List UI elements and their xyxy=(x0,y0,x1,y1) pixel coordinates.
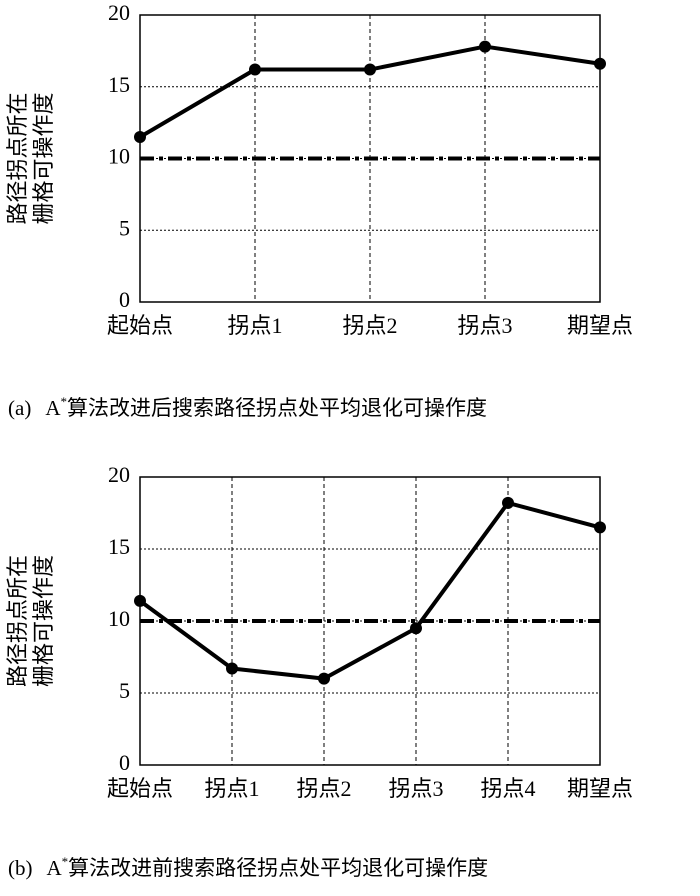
y-axis-label-line: 路径拐点所在 xyxy=(5,92,30,224)
x-tick-label: 起始点 xyxy=(107,313,173,338)
caption-label: (a) xyxy=(8,396,31,420)
x-tick-label: 起始点 xyxy=(107,776,173,801)
y-tick-label: 5 xyxy=(119,678,130,703)
data-point xyxy=(479,40,491,53)
data-point xyxy=(318,672,330,685)
y-tick-label: 0 xyxy=(119,750,130,775)
x-tick-label: 拐点2 xyxy=(296,776,351,801)
data-point xyxy=(134,594,146,607)
y-tick-label: 5 xyxy=(119,215,130,240)
y-axis-label-line: 栅格可操作度 xyxy=(31,555,56,687)
data-point xyxy=(594,57,606,70)
y-tick-label: 20 xyxy=(108,0,130,25)
y-axis-label: 路径拐点所在 栅格可操作度 xyxy=(5,92,56,224)
data-point xyxy=(134,130,146,143)
data-point xyxy=(594,521,606,534)
x-tick-label: 拐点3 xyxy=(388,776,443,801)
data-point xyxy=(249,63,261,76)
data-point xyxy=(226,662,238,675)
plot-frame xyxy=(139,14,601,303)
caption-text: 算法改进前搜索路径拐点处平均退化可操作度 xyxy=(68,856,488,880)
x-tick-label: 拐点4 xyxy=(480,776,535,801)
data-point xyxy=(410,622,422,635)
caption-prefix: A xyxy=(45,396,61,420)
x-tick-label: 拐点3 xyxy=(457,313,512,338)
x-tick-label: 期望点 xyxy=(567,776,633,801)
caption-superscript: * xyxy=(62,854,69,869)
data-point xyxy=(364,63,376,76)
y-tick-label: 20 xyxy=(108,462,130,487)
caption-superscript: * xyxy=(60,394,67,409)
y-tick-label: 10 xyxy=(108,144,130,169)
x-tick-label: 拐点1 xyxy=(204,776,259,801)
caption-label: (b) xyxy=(8,856,33,880)
data-line xyxy=(138,500,601,681)
y-axis-label: 路径拐点所在 栅格可操作度 xyxy=(5,555,56,687)
y-tick-label: 10 xyxy=(108,606,130,631)
data-point xyxy=(502,496,514,509)
y-tick-label: 15 xyxy=(108,72,130,97)
y-tick-label: 15 xyxy=(108,534,130,559)
plot-frame xyxy=(139,476,601,766)
caption-prefix: A xyxy=(47,856,63,880)
x-tick-label: 拐点2 xyxy=(342,313,397,338)
y-axis-label-line: 路径拐点所在 xyxy=(5,555,30,687)
y-tick-label: 0 xyxy=(119,287,130,312)
y-axis-label-line: 栅格可操作度 xyxy=(31,92,56,224)
caption-text: 算法改进后搜索路径拐点处平均退化可操作度 xyxy=(67,396,487,420)
caption: (a) A*算法改进后搜索路径拐点处平均退化可操作度 xyxy=(8,394,487,420)
x-tick-label: 拐点1 xyxy=(227,313,282,338)
caption: (b) A*算法改进前搜索路径拐点处平均退化可操作度 xyxy=(8,854,488,880)
x-tick-label: 期望点 xyxy=(567,313,633,338)
